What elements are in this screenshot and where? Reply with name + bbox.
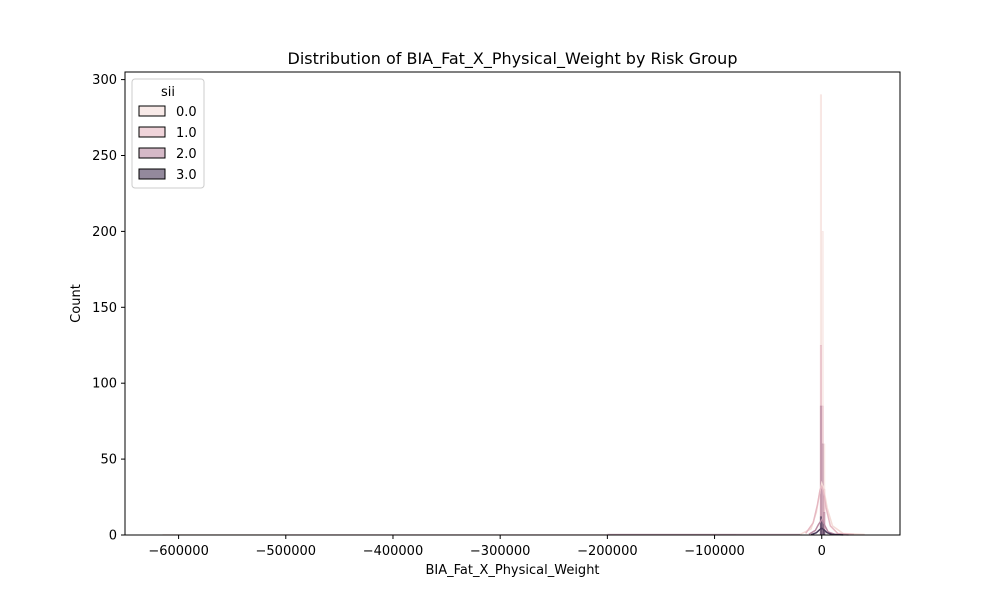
x-tick-label: −400000 [363,544,424,559]
y-tick-label: 50 [100,453,117,468]
legend-label: 1.0 [176,126,197,141]
x-tick-label: −500000 [256,544,317,559]
x-tick-label: −600000 [148,544,209,559]
x-axis-title: BIA_Fat_X_Physical_Weight [425,563,599,578]
legend-label: 3.0 [176,168,197,183]
y-axis-title: Count [69,284,84,323]
kde-line [808,518,849,536]
x-axis: −600000 −500000 −400000 −300000 −200000 −1000… [148,535,826,559]
y-tick-label: 150 [92,301,117,316]
y-axis: 0 50 100 150 200 250 300 [92,73,125,544]
legend-label: 2.0 [176,147,197,162]
x-tick-label: −300000 [470,544,531,559]
x-tick-label: 0 [818,544,826,559]
legend-swatch [138,147,166,159]
legend-swatch [138,168,166,180]
histogram-tail [607,533,801,535]
legend-swatch [138,126,166,138]
kde-line [805,484,854,536]
histogram-bar [819,405,822,536]
legend-entries: 0.0 1.0 2.0 3.0 [138,105,197,183]
kde-line [810,527,844,536]
legend-swatch [138,105,166,117]
x-tick-label: −200000 [577,544,638,559]
legend-label: 0.0 [176,105,197,120]
chart-title: Distribution of BIA_Fat_X_Physical_Weigh… [288,49,738,69]
x-tick-label: −100000 [684,544,745,559]
axes-frame [124,71,901,536]
y-tick-label: 250 [92,149,117,164]
y-tick-label: 200 [92,225,117,240]
y-tick-label: 0 [109,529,117,544]
legend: sii 0.0 1.0 2.0 3.0 [131,78,205,189]
y-tick-label: 100 [92,377,117,392]
y-tick-label: 300 [92,73,117,88]
legend-title: sii [161,85,175,100]
